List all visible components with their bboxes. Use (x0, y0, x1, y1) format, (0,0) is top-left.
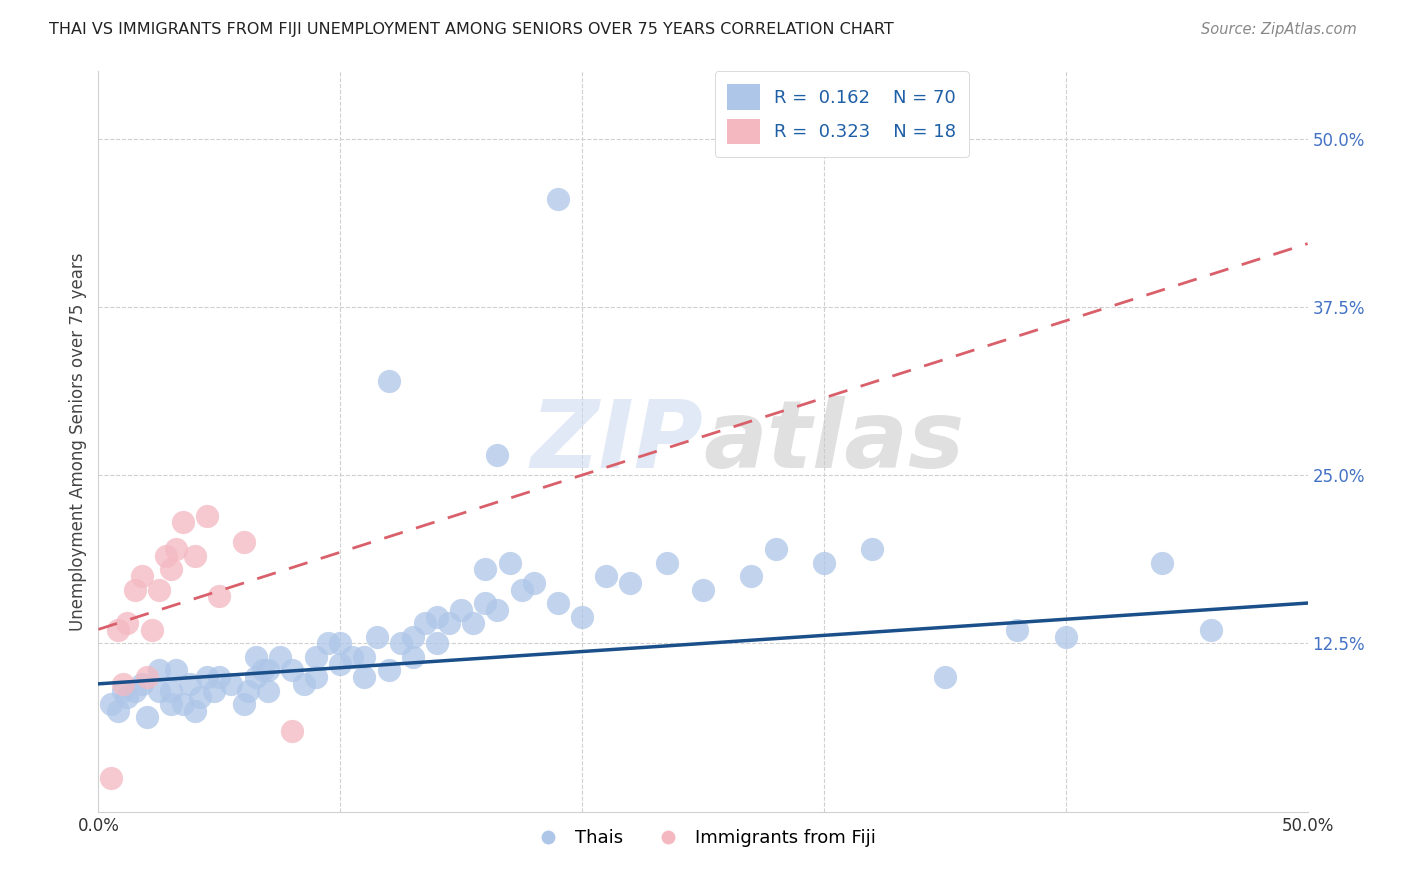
Point (571, 609, 593, 624)
Point (148, 683, 170, 698)
Point (765, 542, 787, 557)
Point (172, 516, 194, 530)
Point (117, 616, 139, 631)
Point (523, 575, 546, 590)
Point (111, 677, 134, 691)
Point (100, 771, 122, 785)
Point (256, 683, 278, 698)
Point (934, 670, 956, 684)
Point (377, 664, 399, 678)
Point (165, 542, 187, 557)
Point (124, 683, 146, 698)
Point (305, 649, 328, 664)
Point (107, 704, 129, 718)
Text: ZIP: ZIP (530, 395, 703, 488)
Point (269, 649, 291, 664)
Point (100, 697, 122, 711)
Point (474, 596, 496, 610)
Point (245, 670, 267, 684)
Point (155, 549, 177, 563)
Point (342, 649, 364, 664)
Point (204, 683, 226, 698)
Point (329, 657, 352, 671)
Point (426, 636, 449, 650)
Point (208, 590, 231, 604)
Point (107, 623, 129, 637)
Point (1054, 630, 1077, 644)
Point (1199, 623, 1222, 637)
Point (547, 596, 569, 610)
Point (1152, 556, 1174, 570)
Point (117, 690, 139, 705)
Point (221, 677, 243, 691)
Point (232, 535, 254, 549)
Text: atlas: atlas (703, 395, 965, 488)
Point (179, 677, 201, 691)
Point (740, 569, 762, 583)
Point (188, 690, 211, 705)
Point (160, 562, 183, 576)
Point (184, 549, 207, 563)
Point (426, 609, 449, 624)
Point (281, 723, 304, 738)
Point (135, 670, 157, 684)
Point (165, 664, 187, 678)
Point (172, 697, 194, 711)
Point (195, 508, 218, 523)
Point (510, 582, 533, 597)
Point (148, 664, 170, 678)
Point (402, 630, 425, 644)
Point (208, 670, 231, 684)
Point (389, 636, 412, 650)
Point (402, 649, 425, 664)
Point (498, 556, 520, 570)
Point (413, 616, 436, 631)
Point (292, 677, 315, 691)
Point (160, 683, 183, 698)
Point (353, 649, 375, 664)
Point (486, 603, 509, 617)
Point (184, 704, 207, 718)
Point (813, 556, 835, 570)
Text: Source: ZipAtlas.com: Source: ZipAtlas.com (1201, 22, 1357, 37)
Point (329, 636, 352, 650)
Point (860, 542, 883, 557)
Point (547, 192, 569, 206)
Point (450, 603, 472, 617)
Point (160, 697, 183, 711)
Y-axis label: Unemployment Among Seniors over 75 years: Unemployment Among Seniors over 75 years (69, 252, 87, 631)
Point (124, 582, 146, 597)
Point (111, 683, 134, 698)
Point (463, 616, 485, 631)
Point (474, 562, 496, 576)
Point (148, 582, 170, 597)
Point (353, 670, 375, 684)
Point (131, 677, 153, 691)
Point (135, 710, 157, 724)
Point (1007, 623, 1029, 637)
Point (655, 556, 678, 570)
Point (141, 623, 163, 637)
Point (281, 664, 304, 678)
Point (252, 664, 274, 678)
Legend: Thais, Immigrants from Fiji: Thais, Immigrants from Fiji (523, 822, 883, 855)
Point (131, 569, 153, 583)
Point (377, 374, 399, 388)
Point (245, 649, 267, 664)
Point (238, 683, 260, 698)
Point (316, 636, 339, 650)
Point (232, 697, 254, 711)
Point (256, 664, 278, 678)
Point (305, 670, 328, 684)
Point (595, 569, 617, 583)
Point (366, 630, 388, 644)
Point (692, 582, 714, 597)
Text: THAI VS IMMIGRANTS FROM FIJI UNEMPLOYMENT AMONG SENIORS OVER 75 YEARS CORRELATIO: THAI VS IMMIGRANTS FROM FIJI UNEMPLOYMEN… (49, 22, 894, 37)
Point (619, 575, 641, 590)
Point (195, 670, 218, 684)
Point (437, 616, 460, 631)
Point (486, 448, 509, 462)
